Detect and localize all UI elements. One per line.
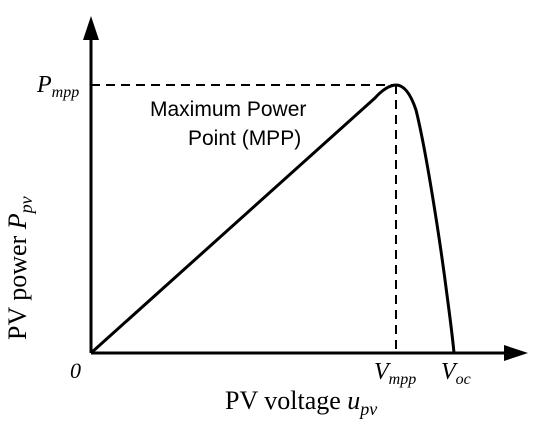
p-mpp-subscript: mpp: [52, 84, 80, 101]
v-oc-subscript: oc: [456, 371, 471, 388]
v-mpp-symbol: V: [374, 359, 391, 385]
y-axis-symbol: P: [3, 213, 32, 230]
v-mpp-subscript: mpp: [389, 371, 417, 388]
pv-power-curve: [89, 83, 456, 355]
x-axis-label-text: PV voltage: [225, 386, 341, 415]
y-axis-label-text: PV power: [3, 235, 32, 340]
p-mpp-symbol: P: [36, 72, 52, 98]
x-axis-title: PV voltage upv: [225, 386, 377, 419]
y-axis-title: PV power Ppv: [3, 196, 36, 340]
mpp-annotation-line2: Point (MPP): [188, 127, 301, 150]
v-oc-symbol: V: [441, 359, 458, 385]
origin-label: 0: [70, 358, 81, 383]
v-oc-label: Voc: [441, 359, 471, 388]
x-axis-symbol: u: [347, 386, 360, 415]
x-axis-arrow-icon: [504, 345, 528, 361]
y-axis-subscript: pv: [16, 196, 36, 215]
y-axis-title-group: PV power Ppv: [3, 196, 36, 340]
v-mpp-label: Vmpp: [374, 359, 416, 388]
p-mpp-label: Pmpp: [36, 72, 79, 101]
x-axis-subscript: pv: [358, 399, 377, 419]
mpp-annotation-line1: Maximum Power: [150, 98, 306, 121]
y-axis-arrow-icon: [83, 16, 99, 40]
